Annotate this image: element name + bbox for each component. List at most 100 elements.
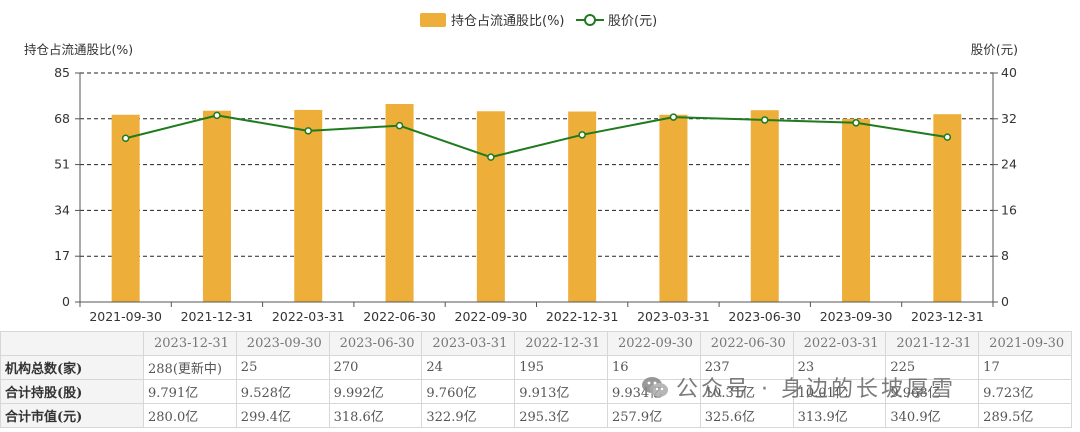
price-point [121,134,130,143]
watermark: 公众号 · 身边的长坡厚雪 [640,372,956,402]
bar [476,111,505,302]
price-point [578,131,586,139]
y-right-tick-label: 8 [1001,248,1009,263]
axes [75,72,998,307]
table-cell: 10.01亿 [792,379,887,404]
table-cell: 9.528亿 [235,379,330,404]
legend-line-marker [584,14,596,26]
table-cell: 225 [885,355,980,380]
table-row: 合计市值(元) 280.0亿 299.4亿 318.6亿 322.9亿 295.3亿 257… [0,403,1072,428]
table-header-cell: 2022-12-31 [514,331,608,356]
y-left-title: 持仓占流通股比(%) [24,42,133,57]
x-tick-label: 2021-09-30 [89,309,162,324]
x-tick-label: 2023-06-30 [728,309,801,324]
line-series [121,111,952,161]
price-point [852,119,860,127]
holding-chart: 持仓占流通股比(%) 股价(元) 持仓占流通股比(%) 股价(元) 0 0 17 8 3… [24,13,1018,324]
table-cell: 289.5亿 [978,403,1072,428]
row-label: 机构总数(家) [0,355,144,380]
table-cell: 295.3亿 [514,403,608,428]
legend-bar-swatch [420,13,446,27]
y-left-tick-label: 17 [54,248,70,263]
table-header-cell: 2021-09-30 [978,331,1072,356]
bar-series [111,103,962,303]
table-header-cell: 2022-06-30 [699,331,794,356]
bar [568,111,597,302]
price-point [304,127,312,135]
table-cell: 322.9亿 [421,403,516,428]
bar [659,114,688,303]
x-tick-label: 2023-09-30 [820,309,893,324]
table-header-cell: 2021-12-31 [885,331,980,356]
bar [933,114,962,302]
price-point [395,121,404,130]
y-right-tick-label: 40 [1001,65,1017,80]
legend[interactable]: 持仓占流通股比(%) 股价(元) [420,13,657,29]
table-header-cell: 2023-03-31 [421,331,516,356]
bar [385,103,414,302]
bar [111,114,140,303]
table-header-cell: 2022-09-30 [606,331,701,356]
table-cell: 195 [514,355,608,380]
table-cell: 340.9亿 [885,403,980,428]
holding-table: 2023-12-31 2023-09-30 2023-06-30 2023-03-31… [0,331,1072,428]
wechat-icon [642,377,668,397]
table-cell: 288(更新中) [143,355,237,380]
table-header-cell: 2023-06-30 [328,331,423,356]
table-header-cell: 2023-12-31 [143,331,237,356]
price-point [487,153,495,161]
price-line [125,114,948,159]
y-left-tick-label: 34 [54,202,70,217]
y-right-tick-label: 24 [1001,157,1017,172]
holding-table-wrap: 2023-12-31 2023-09-30 2023-06-30 2023-03-31… [0,331,1080,432]
table-cell: 24 [421,355,516,380]
x-tick-label: 2022-06-30 [363,309,436,324]
table-cell: 257.9亿 [606,403,701,428]
table-cell: 17 [978,355,1072,380]
table-header-cell: 2022-03-31 [792,331,887,356]
y-right-title: 股价(元) [971,42,1018,57]
y-right-tick-label: 32 [1001,111,1017,126]
x-tick-label: 2022-12-31 [546,309,619,324]
price-point [213,111,221,120]
price-point [761,116,769,124]
table-cell: 299.4亿 [235,403,330,428]
table-row: 机构总数(家) 288(更新中) 25 270 24 195 16 237 23 225 17 [0,355,1072,380]
table-cell: 280.0亿 [143,403,237,428]
y-left-tick-label: 0 [62,294,70,309]
table-header-row: 2023-12-31 2023-09-30 2023-06-30 2023-03-31… [0,331,1072,356]
y-right-tick-label: 16 [1001,202,1017,217]
price-point [943,133,952,141]
table-corner [0,331,144,356]
legend-line-label: 股价(元) [608,14,657,29]
table-cell: 318.6亿 [328,403,423,428]
table-row: 合计持股(股) 9.791亿 9.528亿 9.992亿 9.760亿 9.913亿 9.9… [0,379,1072,404]
bar [842,118,871,302]
price-point [669,113,678,121]
y-right-tick-label: 0 [1001,294,1009,309]
table-cell: 9.723亿 [978,379,1072,404]
table-cell: 9.760亿 [421,379,516,404]
row-label: 合计市值(元) [0,403,144,428]
bar [202,110,231,302]
bar [294,109,323,302]
x-tick-label: 2022-09-30 [455,309,528,324]
table-cell: 325.6亿 [699,403,794,428]
tick-labels: 0 0 17 8 34 16 51 24 68 32 85 40 2021-09-30 2021-12-3… [54,65,1017,324]
table-cell: 9.968亿 [885,379,980,404]
table-cell: 237 [699,355,794,380]
table-cell: 270 [328,355,423,380]
table-cell: 16 [606,355,701,380]
table-body: 机构总数(家) 288(更新中) 25 270 24 195 16 237 23 225 17 合计持… [0,355,1072,428]
table-cell: 9.992亿 [328,379,423,404]
x-tick-label: 2023-03-31 [637,309,710,324]
legend-bar-label: 持仓占流通股比(%) [451,14,565,29]
x-tick-label: 2022-03-31 [272,309,345,324]
x-tick-label: 2021-12-31 [181,309,254,324]
watermark-text: 公众号 · 身边的长坡厚雪 [676,377,956,402]
x-tick-label: 2023-12-31 [911,309,984,324]
table-cell: 9.791亿 [143,379,237,404]
row-label: 合计持股(股) [0,379,144,404]
table-cell: 10.31亿 [699,379,794,404]
y-left-tick-label: 85 [54,65,70,80]
